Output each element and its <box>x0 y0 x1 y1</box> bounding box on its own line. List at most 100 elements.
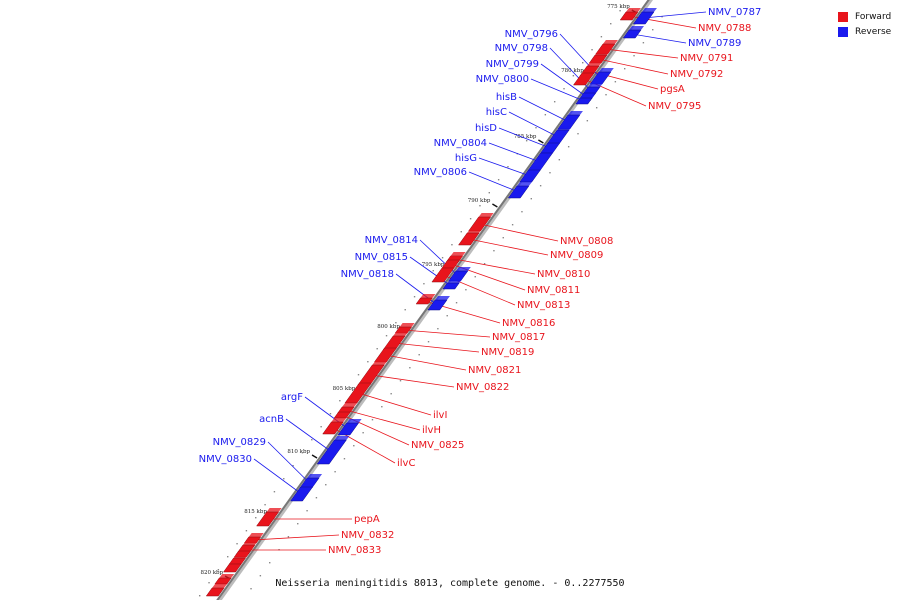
gene-block-top-nmv-0799 <box>583 89 599 93</box>
gene-label-nmv-0825[interactable]: NMV_0825 <box>411 440 464 451</box>
gene-block-ilvc[interactable] <box>322 421 344 435</box>
gene-label-nmv-0798[interactable]: NMV_0798 <box>495 43 548 54</box>
gene-block-nmv-0800[interactable] <box>575 97 593 105</box>
gene-label-nmv-0808[interactable]: NMV_0808 <box>560 236 613 247</box>
gene-label-pgsa[interactable]: pgsA <box>660 84 685 95</box>
leader-line-nmv-0791 <box>605 48 679 59</box>
gene-label-nmv-0787[interactable]: NMV_0787 <box>708 7 761 18</box>
minor-tick-left <box>488 192 490 194</box>
minor-tick-left <box>553 101 556 103</box>
gene-block-nmv-0788[interactable] <box>619 11 639 21</box>
minor-tick-left <box>395 322 397 324</box>
gene-label-nmv-0816[interactable]: NMV_0816 <box>502 318 555 329</box>
gene-block-top-nmv-0830 <box>300 483 316 487</box>
tick-label-785-kbp: 785 kbp <box>514 134 537 140</box>
gene-block-unlabeled-2[interactable] <box>223 563 242 573</box>
tick-label-815-kbp: 815 kbp <box>244 509 267 515</box>
minor-tick-right <box>287 536 290 538</box>
gene-block-nmv-0830[interactable] <box>290 486 314 502</box>
gene-label-nmv-0792[interactable]: NMV_0792 <box>670 69 723 80</box>
leader-line-nmv-0804 <box>488 142 541 163</box>
gene-block-top-nmv-0817 <box>399 323 415 327</box>
gene-block-unlabeled-4[interactable] <box>205 587 225 597</box>
leader-line-nmv-0819 <box>394 342 480 353</box>
gene-block-nmv-0809[interactable] <box>458 232 480 246</box>
gene-block-top-nmv-0796 <box>598 68 614 72</box>
gene-label-hisd[interactable]: hisD <box>475 123 497 134</box>
minor-tick-left <box>301 452 304 454</box>
gene-label-nmv-0810[interactable]: NMV_0810 <box>537 269 590 280</box>
minor-tick-left <box>198 595 201 597</box>
gene-block-nmv-0818[interactable] <box>427 299 448 311</box>
legend-reverse: Reverse <box>838 24 891 39</box>
minor-tick-left <box>507 166 509 168</box>
minor-tick-left <box>339 400 341 402</box>
gene-label-ilvi[interactable]: ilvI <box>433 410 447 421</box>
gene-label-nmv-0800[interactable]: NMV_0800 <box>476 74 529 85</box>
gene-label-nmv-0809[interactable]: NMV_0809 <box>550 250 603 261</box>
leader-line-nmv-0799 <box>540 63 588 98</box>
gene-label-hisc[interactable]: hisC <box>486 107 507 118</box>
gene-block-top-hisd <box>547 139 563 143</box>
gene-label-nmv-0822[interactable]: NMV_0822 <box>456 382 509 393</box>
gene-block-acnb[interactable] <box>316 439 347 465</box>
gene-block-argf[interactable] <box>337 422 360 436</box>
minor-tick-right <box>474 276 476 278</box>
gene-label-nmv-0819[interactable]: NMV_0819 <box>481 347 534 358</box>
gene-block-top-nmv-0822 <box>372 361 388 365</box>
minor-tick-left <box>357 374 360 376</box>
gene-label-nmv-0799[interactable]: NMV_0799 <box>486 59 539 70</box>
gene-block-nmv-0795[interactable] <box>572 72 595 86</box>
gene-label-nmv-0796[interactable]: NMV_0796 <box>505 29 558 40</box>
gene-label-nmv-0833[interactable]: NMV_0833 <box>328 545 381 556</box>
gene-block-nmv-0789[interactable] <box>622 29 642 39</box>
gene-label-nmv-0821[interactable]: NMV_0821 <box>468 365 521 376</box>
minor-tick-right <box>642 42 645 44</box>
minor-tick-left <box>273 491 276 493</box>
gene-label-nmv-0832[interactable]: NMV_0832 <box>341 530 394 541</box>
gene-label-nmv-0814[interactable]: NMV_0814 <box>365 235 418 246</box>
gene-label-nmv-0817[interactable]: NMV_0817 <box>492 332 545 343</box>
gene-label-pepa[interactable]: pepA <box>354 514 380 525</box>
gene-label-ilvc[interactable]: ilvC <box>397 458 415 469</box>
tick-label-810-kbp: 810 kbp <box>287 449 310 455</box>
minor-tick-right <box>315 497 318 499</box>
gene-label-nmv-0804[interactable]: NMV_0804 <box>434 138 487 149</box>
leader-line-nmv-0809 <box>468 238 549 256</box>
gene-label-nmv-0806[interactable]: NMV_0806 <box>414 167 467 178</box>
gene-label-nmv-0788[interactable]: NMV_0788 <box>698 23 751 34</box>
leader-line-nmv-0822 <box>371 374 455 388</box>
gene-label-nmv-0811[interactable]: NMV_0811 <box>527 285 580 296</box>
gene-label-nmv-0830[interactable]: NMV_0830 <box>199 454 252 465</box>
gene-block-top-acnb <box>334 436 350 440</box>
gene-label-nmv-0818[interactable]: NMV_0818 <box>341 269 394 280</box>
gene-label-nmv-0829[interactable]: NMV_0829 <box>213 437 266 448</box>
minor-tick-left <box>227 556 229 558</box>
gene-label-hisb[interactable]: hisB <box>496 92 517 103</box>
gene-label-nmv-0813[interactable]: NMV_0813 <box>517 300 570 311</box>
gene-block-nmv-0816[interactable] <box>415 297 433 305</box>
gene-label-hisg[interactable]: hisG <box>455 153 477 164</box>
gene-label-ilvh[interactable]: ilvH <box>422 425 441 436</box>
gene-label-nmv-0789[interactable]: NMV_0789 <box>688 38 741 49</box>
gene-block-pepa[interactable] <box>256 511 280 527</box>
gene-block-top-nmv-0791 <box>602 40 618 44</box>
minor-tick-right <box>530 198 532 200</box>
gene-label-nmv-0795[interactable]: NMV_0795 <box>648 101 701 112</box>
leader-line-nmv-0792 <box>598 58 669 75</box>
legend-forward-swatch <box>838 11 848 22</box>
gene-label-nmv-0791[interactable]: NMV_0791 <box>680 53 733 64</box>
minor-tick-right <box>250 588 252 590</box>
minor-tick-right <box>362 432 364 434</box>
minor-tick-right <box>455 302 458 304</box>
genome-backbone <box>216 0 650 600</box>
gene-block-nmv-0806[interactable] <box>507 185 530 199</box>
gene-label-argf[interactable]: argF <box>281 392 303 403</box>
gene-block-nmv-0815[interactable] <box>442 282 460 290</box>
gene-label-nmv-0815[interactable]: NMV_0815 <box>355 252 408 263</box>
gene-block-nmv-0813[interactable] <box>431 267 455 283</box>
minor-tick-right <box>437 328 439 330</box>
minor-tick-right <box>558 159 561 161</box>
gene-block-nmv-0787[interactable] <box>632 11 655 25</box>
gene-label-acnb[interactable]: acnB <box>259 414 284 425</box>
